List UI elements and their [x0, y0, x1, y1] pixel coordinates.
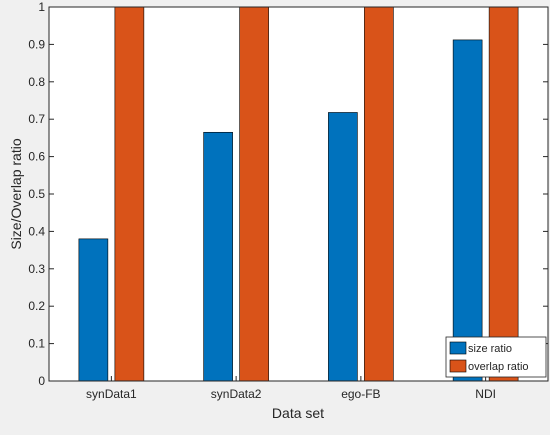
bar-size-ratio-syndata2 — [203, 131, 233, 382]
bar-overlap-ratio-syndata1 — [114, 6, 145, 382]
legend-label-size-ratio: size ratio — [468, 343, 512, 355]
x-axis-label: Data set — [272, 405, 324, 421]
x-tick-label-syndata2: synData2 — [211, 387, 262, 401]
bar-overlap-ratio-ndi — [488, 6, 519, 382]
legend-swatch-overlap-ratio — [449, 359, 467, 373]
y-tick-label-0-6: 0.6 — [28, 150, 45, 164]
y-tick-label-0-1: 0.1 — [28, 337, 45, 351]
bar-overlap-ratio-syndata2 — [239, 6, 269, 382]
y-tick-label-0-8: 0.8 — [28, 75, 45, 89]
bar-overlap-ratio-ego-fb — [364, 6, 394, 382]
y-tick-label-0-3: 0.3 — [28, 262, 45, 276]
x-tick-label-syndata1: synData1 — [86, 387, 137, 401]
y-tick-label-0: 0 — [38, 374, 45, 388]
bar-size-ratio-ndi — [452, 39, 483, 382]
bar-size-ratio-syndata1 — [78, 238, 109, 382]
y-tick-label-0-4: 0.4 — [28, 224, 45, 238]
y-axis-label: Size/Overlap ratio — [8, 138, 24, 249]
y-tick-label-0-2: 0.2 — [28, 299, 45, 313]
x-tick-label-ndi: NDI — [475, 387, 496, 401]
plot-frame — [48, 6, 549, 382]
legend-label-overlap-ratio: overlap ratio — [468, 361, 529, 373]
y-tick-label-1: 1 — [38, 0, 45, 14]
x-tick-label-ego-fb: ego-FB — [341, 387, 380, 401]
legend-swatch-size-ratio — [449, 341, 467, 355]
legend: size ratio overlap ratio — [445, 336, 547, 378]
bar-size-ratio-ego-fb — [328, 112, 358, 382]
y-tick-label-0-7: 0.7 — [28, 112, 45, 126]
y-tick-label-0-5: 0.5 — [28, 187, 45, 201]
x-axis-ticks: synData1 synData2 ego-FB NDI — [86, 376, 496, 401]
y-tick-label-0-9: 0.9 — [28, 37, 45, 51]
bars-layer — [78, 6, 519, 382]
